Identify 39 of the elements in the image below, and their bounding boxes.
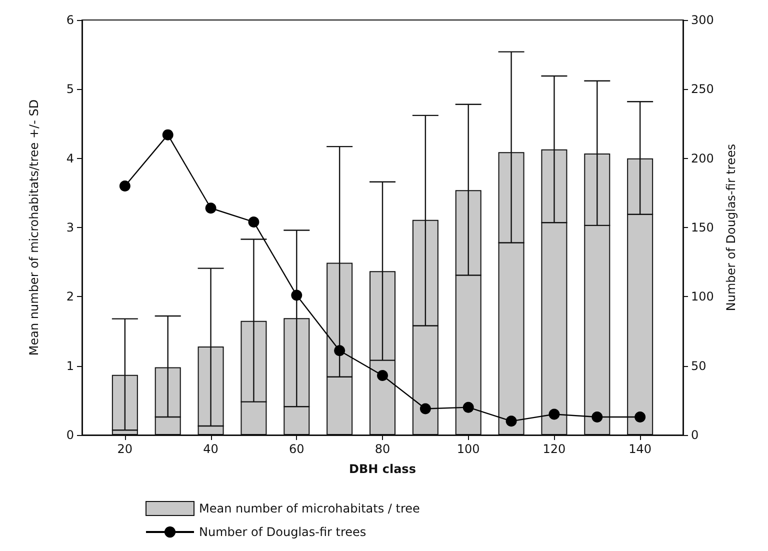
x-tick-label: 80 xyxy=(374,442,390,456)
point xyxy=(377,370,388,382)
point xyxy=(334,345,346,356)
x-tick-label: 140 xyxy=(628,442,652,456)
y-tick-label: 4 xyxy=(66,151,74,166)
y2-tick-label: 150 xyxy=(691,220,714,234)
x-tick-label: 120 xyxy=(542,442,566,456)
point xyxy=(548,408,560,420)
y2-axis-title: Number of Douglas-fir trees xyxy=(724,144,738,312)
x-tick-label: 20 xyxy=(117,442,133,456)
x-axis-title: DBH class xyxy=(349,462,416,476)
y2-tick-label: 0 xyxy=(691,428,699,442)
y2-tick-label: 250 xyxy=(691,82,714,96)
y2-tick-label: 50 xyxy=(691,358,706,373)
y-tick-label: 1 xyxy=(66,358,74,373)
point xyxy=(506,416,517,427)
point xyxy=(462,402,474,413)
y2-tick-label: 100 xyxy=(691,290,714,304)
x-tick-label: 100 xyxy=(456,442,480,456)
y-tick-label: 0 xyxy=(66,428,74,442)
y-tick-label: 2 xyxy=(66,290,74,304)
x-tick-label: 40 xyxy=(203,442,218,456)
point xyxy=(205,202,216,214)
legend-label: Mean number of microhabitats / tree xyxy=(199,502,420,516)
y-tick-label: 5 xyxy=(66,82,74,96)
point xyxy=(162,129,174,140)
point xyxy=(634,412,646,423)
y-axis-title: Mean number of microhabitats/tree +/- SD xyxy=(27,99,41,356)
point xyxy=(291,290,302,301)
y2-tick-label: 200 xyxy=(691,151,714,166)
point xyxy=(592,412,603,423)
point xyxy=(119,180,130,192)
x-tick-label: 60 xyxy=(289,442,304,456)
y-tick-label: 3 xyxy=(66,220,74,234)
legend-label: Number of Douglas-fir trees xyxy=(199,525,366,539)
y-tick-label: 6 xyxy=(66,13,74,27)
point xyxy=(248,216,260,228)
y2-tick-label: 300 xyxy=(691,13,714,27)
point xyxy=(420,403,431,414)
